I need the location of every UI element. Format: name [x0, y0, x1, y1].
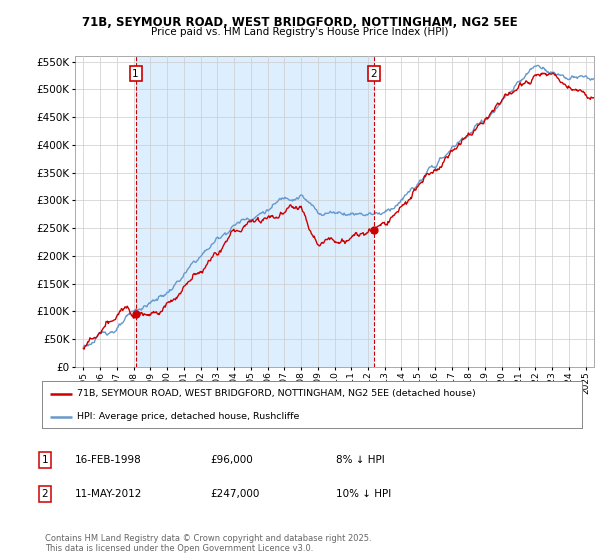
Text: HPI: Average price, detached house, Rushcliffe: HPI: Average price, detached house, Rush… — [77, 412, 299, 421]
Text: 2: 2 — [371, 69, 377, 79]
Text: £96,000: £96,000 — [210, 455, 253, 465]
Text: 71B, SEYMOUR ROAD, WEST BRIDGFORD, NOTTINGHAM, NG2 5EE: 71B, SEYMOUR ROAD, WEST BRIDGFORD, NOTTI… — [82, 16, 518, 29]
Text: 1: 1 — [132, 69, 139, 79]
Text: 71B, SEYMOUR ROAD, WEST BRIDGFORD, NOTTINGHAM, NG2 5EE (detached house): 71B, SEYMOUR ROAD, WEST BRIDGFORD, NOTTI… — [77, 389, 476, 398]
Text: 2: 2 — [41, 489, 49, 499]
Text: 1: 1 — [41, 455, 49, 465]
Text: Price paid vs. HM Land Registry's House Price Index (HPI): Price paid vs. HM Land Registry's House … — [151, 27, 449, 37]
Text: 8% ↓ HPI: 8% ↓ HPI — [336, 455, 385, 465]
Bar — [136, 56, 374, 367]
Text: Contains HM Land Registry data © Crown copyright and database right 2025.
This d: Contains HM Land Registry data © Crown c… — [45, 534, 371, 553]
Text: £247,000: £247,000 — [210, 489, 259, 499]
Text: 11-MAY-2012: 11-MAY-2012 — [75, 489, 142, 499]
Text: 10% ↓ HPI: 10% ↓ HPI — [336, 489, 391, 499]
Text: 16-FEB-1998: 16-FEB-1998 — [75, 455, 142, 465]
